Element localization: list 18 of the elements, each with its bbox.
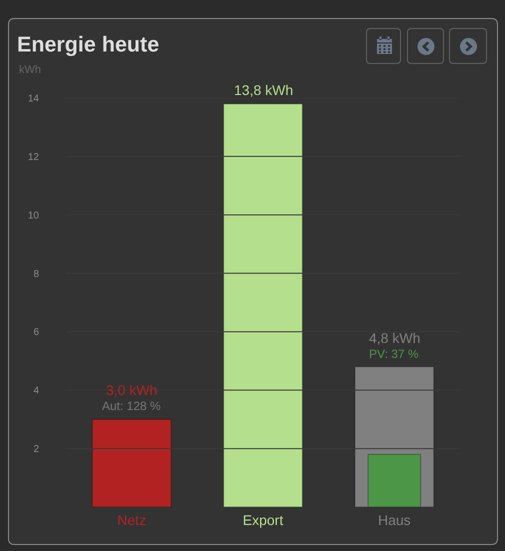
y-tick-label: 8 — [33, 268, 40, 280]
y-tick-label: 12 — [28, 152, 40, 163]
y-tick-label: 6 — [33, 327, 40, 338]
chart-title: Energie heute — [17, 32, 160, 57]
data-label: 4,8 kWh — [369, 330, 420, 346]
data-label: 3,0 kWh — [106, 382, 158, 398]
bar — [223, 103, 303, 507]
x-tick-label: Export — [242, 512, 284, 528]
data-label: 13,8 kWh — [234, 82, 294, 98]
x-tick-label: Haus — [378, 512, 411, 528]
y-tick-label: 4 — [33, 386, 40, 397]
annotation: PV: 37 % — [369, 347, 419, 361]
annotation: Aut: 128 % — [102, 399, 162, 413]
y-tick-label: 2 — [33, 444, 40, 456]
y-tick-label: 10 — [28, 210, 40, 222]
bar — [92, 418, 172, 507]
x-tick-label: Netz — [117, 512, 146, 528]
y-tick-label: 14 — [28, 94, 40, 104]
